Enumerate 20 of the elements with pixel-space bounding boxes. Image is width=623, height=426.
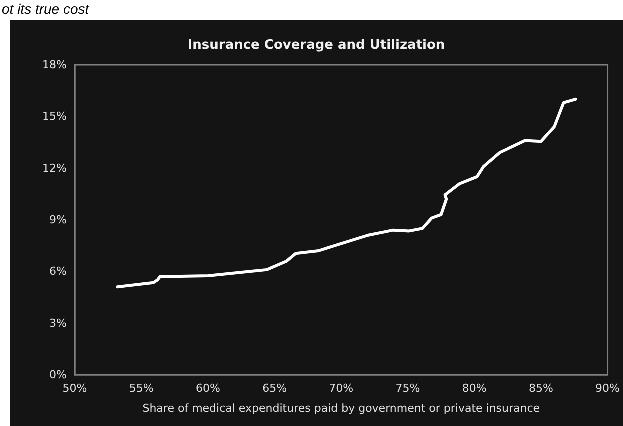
x-tick-label: 85% <box>528 382 554 395</box>
x-tick-label: 70% <box>329 382 354 395</box>
x-tick-label: 55% <box>129 382 154 395</box>
x-tick-label: 90% <box>596 382 620 395</box>
x-tick-label: 80% <box>462 382 487 395</box>
y-tick-label: 18% <box>42 58 67 72</box>
y-tick-label: 3% <box>50 316 67 330</box>
x-tick-label: 75% <box>396 382 420 395</box>
y-tick-label: 0% <box>50 368 67 382</box>
x-tick-label: 50% <box>62 382 88 395</box>
y-tick-label: 6% <box>50 265 67 278</box>
y-tick-label: 15% <box>42 110 67 124</box>
y-tick-label: 12% <box>42 162 67 175</box>
text: ot its true cost <box>2 1 90 17</box>
chart-title: Insurance Coverage and Utilization <box>188 38 446 53</box>
x-axis-title: Share of medical expenditures paid by government or private insurance <box>142 402 540 415</box>
line-series <box>116 98 578 289</box>
x-tick-label: 60% <box>196 382 220 395</box>
x-tick-label: 65% <box>262 382 288 395</box>
y-tick-label: 9% <box>50 214 67 226</box>
